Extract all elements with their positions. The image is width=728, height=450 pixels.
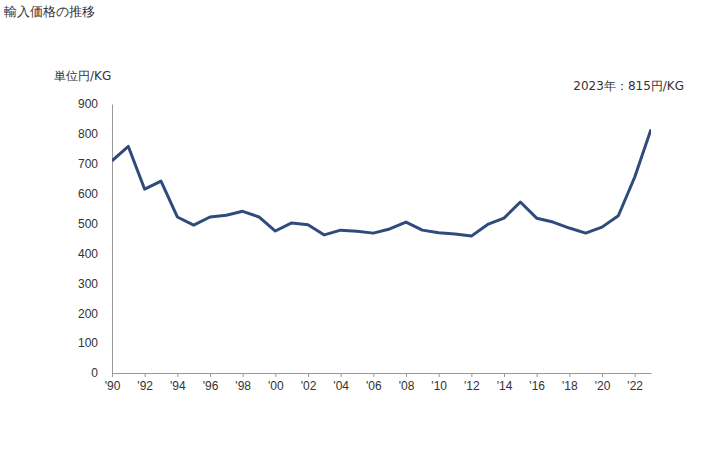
chart: 輸入価格の推移単位円/KG 2023年：815円/KG 0 100 200 300 400 5… xyxy=(0,0,728,450)
x-tick-label: '16 xyxy=(529,379,545,393)
x-tick-label: '92 xyxy=(137,379,153,393)
x-tick-label: '98 xyxy=(235,379,251,393)
x-tick: '96 xyxy=(203,373,219,393)
x-tick-mark xyxy=(635,373,636,377)
x-tick: '12 xyxy=(464,373,480,393)
y-tick-label: 600 xyxy=(78,187,98,201)
y-tick: 900 xyxy=(78,97,112,111)
x-tick: '90 xyxy=(105,373,121,393)
title: 輸入価格の推移 xyxy=(4,4,95,19)
x-tick-label: '14 xyxy=(497,379,513,393)
x-tick: '00 xyxy=(268,373,284,393)
x-tick: '16 xyxy=(529,373,545,393)
x-tick-mark xyxy=(210,373,211,377)
x-tick-label: '94 xyxy=(170,379,186,393)
x-tick-mark xyxy=(145,373,146,377)
x-tick-label: '96 xyxy=(203,379,219,393)
y-tick: 100 xyxy=(78,336,112,350)
x-tick-mark xyxy=(569,373,570,377)
x-tick-label: '10 xyxy=(431,379,447,393)
x-tick-label: '02 xyxy=(301,379,317,393)
x-tick-label: '18 xyxy=(562,379,578,393)
x-tick: '98 xyxy=(235,373,251,393)
x-tick-mark xyxy=(602,373,603,377)
y-tick-label: 200 xyxy=(78,307,98,321)
x-tick-mark xyxy=(341,373,342,377)
annotation: 2023年：815円/KG xyxy=(573,79,684,93)
y-tick-label: 100 xyxy=(78,336,98,350)
y-tick: 300 xyxy=(78,277,112,291)
x-tick-mark xyxy=(406,373,407,377)
x-tick-mark xyxy=(112,373,113,377)
x-tick: '02 xyxy=(301,373,317,393)
x-tick: '20 xyxy=(595,373,611,393)
y-tick: 700 xyxy=(78,157,112,171)
x-tick-mark xyxy=(504,373,505,377)
x-tick: '08 xyxy=(399,373,415,393)
x-axis-line xyxy=(113,373,652,374)
y-tick: 600 xyxy=(78,187,112,201)
x-tick: '14 xyxy=(497,373,513,393)
x-tick-mark xyxy=(177,373,178,377)
x-tick: '22 xyxy=(627,373,643,393)
x-tick-mark xyxy=(275,373,276,377)
x-tick-mark xyxy=(308,373,309,377)
y-tick: 200 xyxy=(78,307,112,321)
y-tick-label: 700 xyxy=(78,157,98,171)
y-tick-label: 400 xyxy=(78,247,98,261)
y-tick-label: 900 xyxy=(78,97,98,111)
y-tick-label: 300 xyxy=(78,277,98,291)
x-tick: '10 xyxy=(431,373,447,393)
x-tick-label: '90 xyxy=(105,379,121,393)
x-tick-label: '08 xyxy=(399,379,415,393)
x-tick-label: '20 xyxy=(595,379,611,393)
y-tick: 800 xyxy=(78,127,112,141)
x-tick: '94 xyxy=(170,373,186,393)
x-tick: '04 xyxy=(333,373,349,393)
y-tick-label: 0 xyxy=(91,366,98,380)
y-tick-label: 500 xyxy=(78,217,98,231)
x-tick-label: '04 xyxy=(333,379,349,393)
x-tick: '92 xyxy=(137,373,153,393)
x-tick-mark xyxy=(243,373,244,377)
y-tick: 400 xyxy=(78,247,112,261)
y-axis-line xyxy=(112,105,113,374)
x-axis: '90 '92 '94 '96 '98 '00 '02 '04 '06 '08 '10 '12 '14 '… xyxy=(105,373,652,393)
x-tick-mark xyxy=(373,373,374,377)
y-axis: 0 100 200 300 400 500 600 700 800 900 xyxy=(78,97,113,380)
x-tick-mark xyxy=(439,373,440,377)
y-tick-label: 800 xyxy=(78,127,98,141)
x-tick-mark xyxy=(537,373,538,377)
x-tick: '18 xyxy=(562,373,578,393)
x-tick: '06 xyxy=(366,373,382,393)
x-tick-label: '06 xyxy=(366,379,382,393)
y-axis-label: 単位円/KG xyxy=(54,69,111,83)
plot-area xyxy=(112,129,651,236)
y-tick: 500 xyxy=(78,217,112,231)
x-tick-label: '12 xyxy=(464,379,480,393)
x-tick-label: '22 xyxy=(627,379,643,393)
x-tick-mark xyxy=(471,373,472,377)
price-line xyxy=(112,129,651,236)
x-tick-label: '00 xyxy=(268,379,284,393)
